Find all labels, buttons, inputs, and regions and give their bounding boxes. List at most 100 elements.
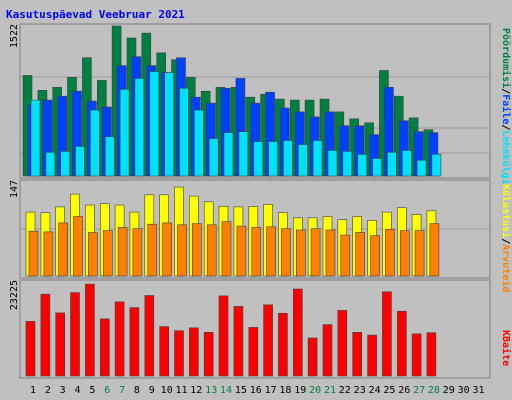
y-max-label-bottom: 23225 — [9, 280, 20, 310]
bar-middle-2-day-7 — [117, 227, 128, 277]
x-tick-label: 26 — [398, 385, 410, 396]
bar-top-3-day-27 — [416, 159, 427, 177]
x-tick-label: 13 — [205, 385, 217, 396]
bar-top-3-day-6 — [105, 136, 115, 177]
x-axis-labels: 1 2 3 4 5 6 7 8 9 10 11 12 13 14 15 16 17 18 19 20 21 22 23 24 2… — [30, 385, 485, 396]
bar-top-3-day-14 — [223, 132, 234, 177]
bar-bottom-1-day-16 — [248, 327, 259, 377]
bar-middle-2-day-22 — [340, 234, 351, 277]
x-tick-label: 31 — [472, 385, 484, 396]
y-max-label-middle: 147 — [9, 180, 20, 198]
x-tick-label: 4 — [74, 385, 80, 396]
bar-middle-2-day-11 — [177, 224, 187, 277]
bar-middle-2-day-27 — [414, 230, 425, 277]
bar-middle-2-day-20 — [310, 228, 321, 277]
bar-bottom-1-day-24 — [367, 334, 377, 377]
bar-top-3-day-8 — [134, 78, 145, 177]
bar-top-3-day-4 — [75, 146, 85, 177]
legend-sep-1: / — [500, 88, 511, 94]
bar-middle-2-day-17 — [266, 226, 276, 277]
bar-middle-2-day-24 — [370, 235, 380, 277]
x-tick-label: 27 — [413, 385, 425, 396]
bar-bottom-1-day-25 — [382, 291, 392, 377]
bar-middle-2-day-16 — [251, 227, 262, 277]
bar-middle-2-day-13 — [206, 224, 217, 277]
bar-top-3-day-15 — [238, 131, 249, 177]
bar-middle-2-day-10 — [162, 222, 172, 277]
x-tick-label: 2 — [45, 385, 51, 396]
bar-top-3-day-21 — [327, 150, 338, 177]
bar-bottom-1-day-17 — [263, 304, 273, 377]
bar-top-3-day-1 — [30, 99, 41, 177]
bar-bottom-1-day-1 — [25, 321, 36, 377]
bar-middle-2-day-15 — [236, 225, 247, 277]
bar-top-3-day-18 — [283, 140, 293, 177]
bar-bottom-1-day-26 — [396, 310, 407, 377]
bar-top-3-day-10 — [164, 72, 174, 177]
bar-top-3-day-28 — [431, 154, 442, 177]
bar-top-3-day-9 — [149, 71, 160, 177]
bar-middle-2-day-3 — [58, 222, 69, 277]
bar-top-3-day-11 — [179, 88, 189, 177]
x-tick-label: 28 — [428, 385, 440, 396]
bar-top-3-day-25 — [387, 152, 397, 177]
bar-middle-2-day-25 — [385, 229, 395, 277]
right-legend-bottom: KBaite — [500, 330, 512, 366]
legend-pages: Lehekülgi — [500, 130, 512, 184]
bar-bottom-1-day-12 — [189, 327, 199, 377]
bar-top-3-day-22 — [342, 151, 353, 177]
bar-middle-2-day-5 — [88, 232, 98, 277]
legend-sep-2: / — [500, 124, 511, 130]
bar-top-3-day-5 — [90, 109, 100, 177]
x-tick-label: 12 — [190, 385, 202, 396]
x-tick-label: 30 — [458, 385, 470, 396]
bar-bottom-1-day-6 — [100, 318, 110, 377]
bar-top-3-day-2 — [45, 152, 56, 177]
legend-sites: Arvuteid — [500, 244, 512, 292]
x-tick-label: 1 — [30, 385, 36, 396]
x-tick-label: 7 — [119, 385, 125, 396]
x-tick-label: 24 — [369, 385, 381, 396]
bar-bottom-1-day-15 — [233, 306, 244, 377]
bar-bottom-1-day-28 — [426, 332, 437, 377]
bar-middle-2-day-2 — [43, 231, 54, 277]
chart-title: Kasutuspäevad Veebruar 2021 — [6, 8, 185, 21]
bar-bottom-1-day-18 — [278, 312, 288, 377]
bar-bottom-1-day-20 — [307, 337, 318, 377]
x-tick-label: 19 — [294, 385, 306, 396]
bar-top-3-day-26 — [401, 150, 412, 177]
bar-middle-2-day-23 — [355, 232, 366, 277]
x-tick-label: 20 — [309, 385, 321, 396]
right-legend-middle: Külastusi/Arvuteid — [500, 184, 512, 292]
x-tick-label: 16 — [250, 385, 262, 396]
x-tick-label: 9 — [149, 385, 155, 396]
bar-bottom-1-day-5 — [85, 283, 95, 377]
bar-bottom-1-day-8 — [129, 307, 140, 377]
bar-middle-2-day-26 — [399, 230, 410, 277]
x-tick-label: 5 — [89, 385, 95, 396]
bar-bottom-1-day-10 — [159, 326, 169, 377]
bar-bottom-1-day-2 — [40, 293, 51, 377]
x-tick-label: 3 — [60, 385, 66, 396]
bar-top-3-day-20 — [312, 140, 323, 177]
bar-bottom-1-day-14 — [218, 295, 229, 377]
bar-middle-2-day-4 — [73, 216, 83, 277]
x-tick-label: 6 — [104, 385, 110, 396]
bar-middle-2-day-21 — [325, 229, 336, 277]
x-tick-label: 18 — [279, 385, 291, 396]
bar-bottom-1-day-13 — [203, 331, 214, 377]
bar-top-3-day-17 — [268, 141, 278, 177]
bars — [22, 25, 442, 377]
x-tick-label: 10 — [161, 385, 173, 396]
bar-bottom-1-day-19 — [292, 288, 303, 377]
bar-middle-2-day-14 — [221, 221, 232, 277]
right-legend-top: Pöördumisi/Faile/Lehekülgi — [500, 28, 512, 185]
bar-top-3-day-23 — [357, 154, 368, 177]
bar-middle-2-day-19 — [295, 229, 306, 277]
bar-bottom-1-day-11 — [174, 330, 184, 377]
x-tick-label: 21 — [324, 385, 336, 396]
bar-middle-2-day-8 — [132, 228, 143, 277]
legend-files: Faile — [500, 94, 512, 124]
bar-top-3-day-7 — [119, 89, 130, 177]
